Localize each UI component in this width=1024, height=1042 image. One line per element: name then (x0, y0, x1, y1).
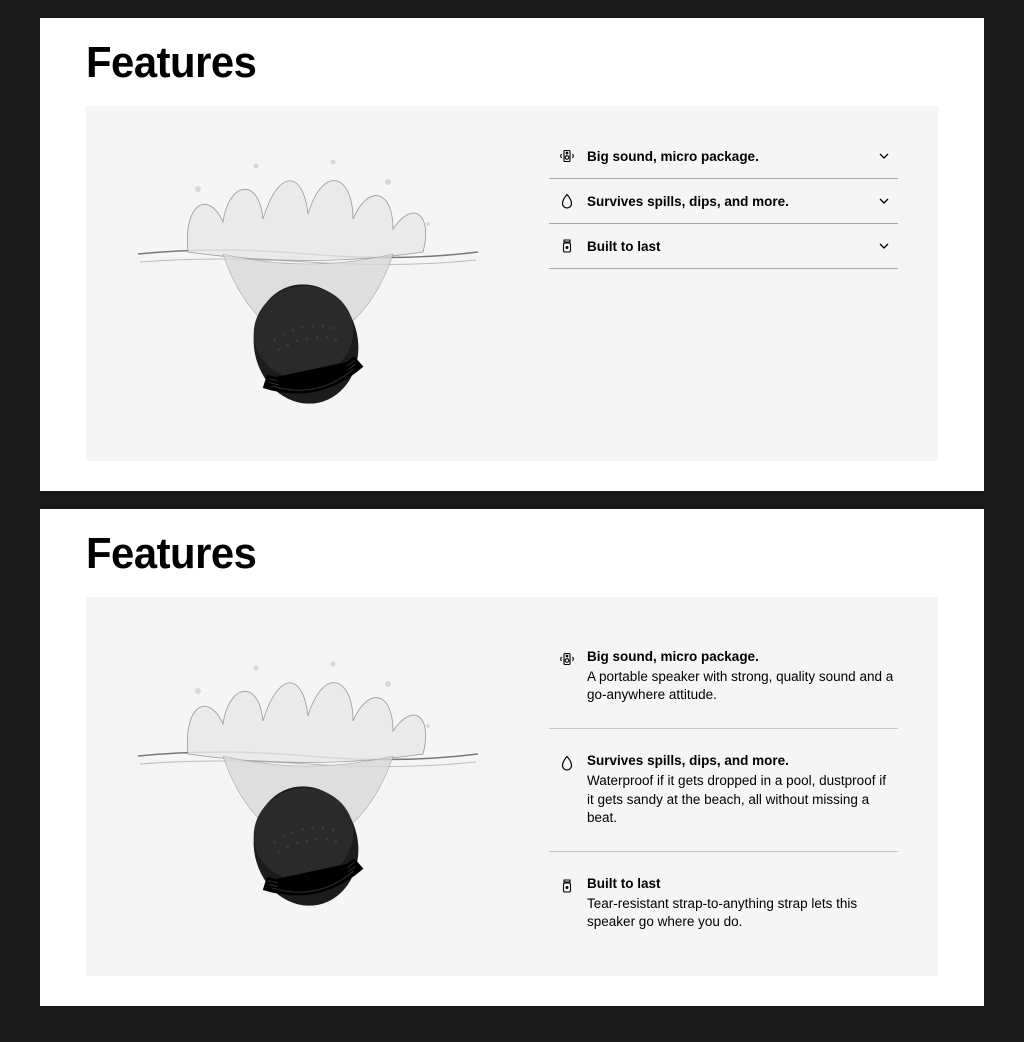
accordion-list: Big sound, micro package. Survives spill… (529, 106, 938, 461)
feature-description: A portable speaker with strong, quality … (587, 668, 894, 704)
product-image-area (86, 597, 529, 976)
feature-title: Survives spills, dips, and more. (587, 753, 894, 768)
features-panel: Big sound, micro package. Survives spill… (86, 106, 938, 461)
chevron-down-icon (874, 195, 894, 207)
feature-title: Built to last (587, 876, 894, 891)
features-panel: Big sound, micro package. A portable spe… (86, 597, 938, 976)
feature-item-built-to-last: Built to last Tear-resistant strap-to-an… (549, 852, 898, 955)
speaker-sound-icon (553, 649, 581, 704)
accordion-item-title: Big sound, micro package. (581, 149, 874, 164)
accordion-item-built-to-last[interactable]: Built to last (549, 224, 898, 269)
strap-icon (553, 238, 581, 254)
features-card-expanded: Features (40, 509, 984, 1006)
chevron-down-icon (874, 150, 894, 162)
accordion-item-title: Built to last (581, 239, 874, 254)
strap-icon (553, 876, 581, 931)
features-heading: Features (86, 529, 895, 579)
chevron-down-icon (874, 240, 894, 252)
feature-title: Big sound, micro package. (587, 649, 894, 664)
feature-description: Tear-resistant strap-to-anything strap l… (587, 895, 894, 931)
product-splash-illustration (128, 636, 488, 936)
product-splash-illustration (128, 134, 488, 434)
feature-item-survives-spills: Survives spills, dips, and more. Waterpr… (549, 729, 898, 852)
features-heading: Features (86, 38, 895, 88)
water-drop-icon (553, 193, 581, 209)
accordion-item-big-sound[interactable]: Big sound, micro package. (549, 142, 898, 179)
product-image-area (86, 106, 529, 461)
feature-item-big-sound: Big sound, micro package. A portable spe… (549, 625, 898, 729)
features-card-collapsed: Features (40, 18, 984, 491)
feature-list-expanded: Big sound, micro package. A portable spe… (529, 597, 938, 976)
accordion-item-survives-spills[interactable]: Survives spills, dips, and more. (549, 179, 898, 224)
speaker-sound-icon (553, 148, 581, 164)
accordion-item-title: Survives spills, dips, and more. (581, 194, 874, 209)
feature-description: Waterproof if it gets dropped in a pool,… (587, 772, 894, 827)
water-drop-icon (553, 753, 581, 827)
